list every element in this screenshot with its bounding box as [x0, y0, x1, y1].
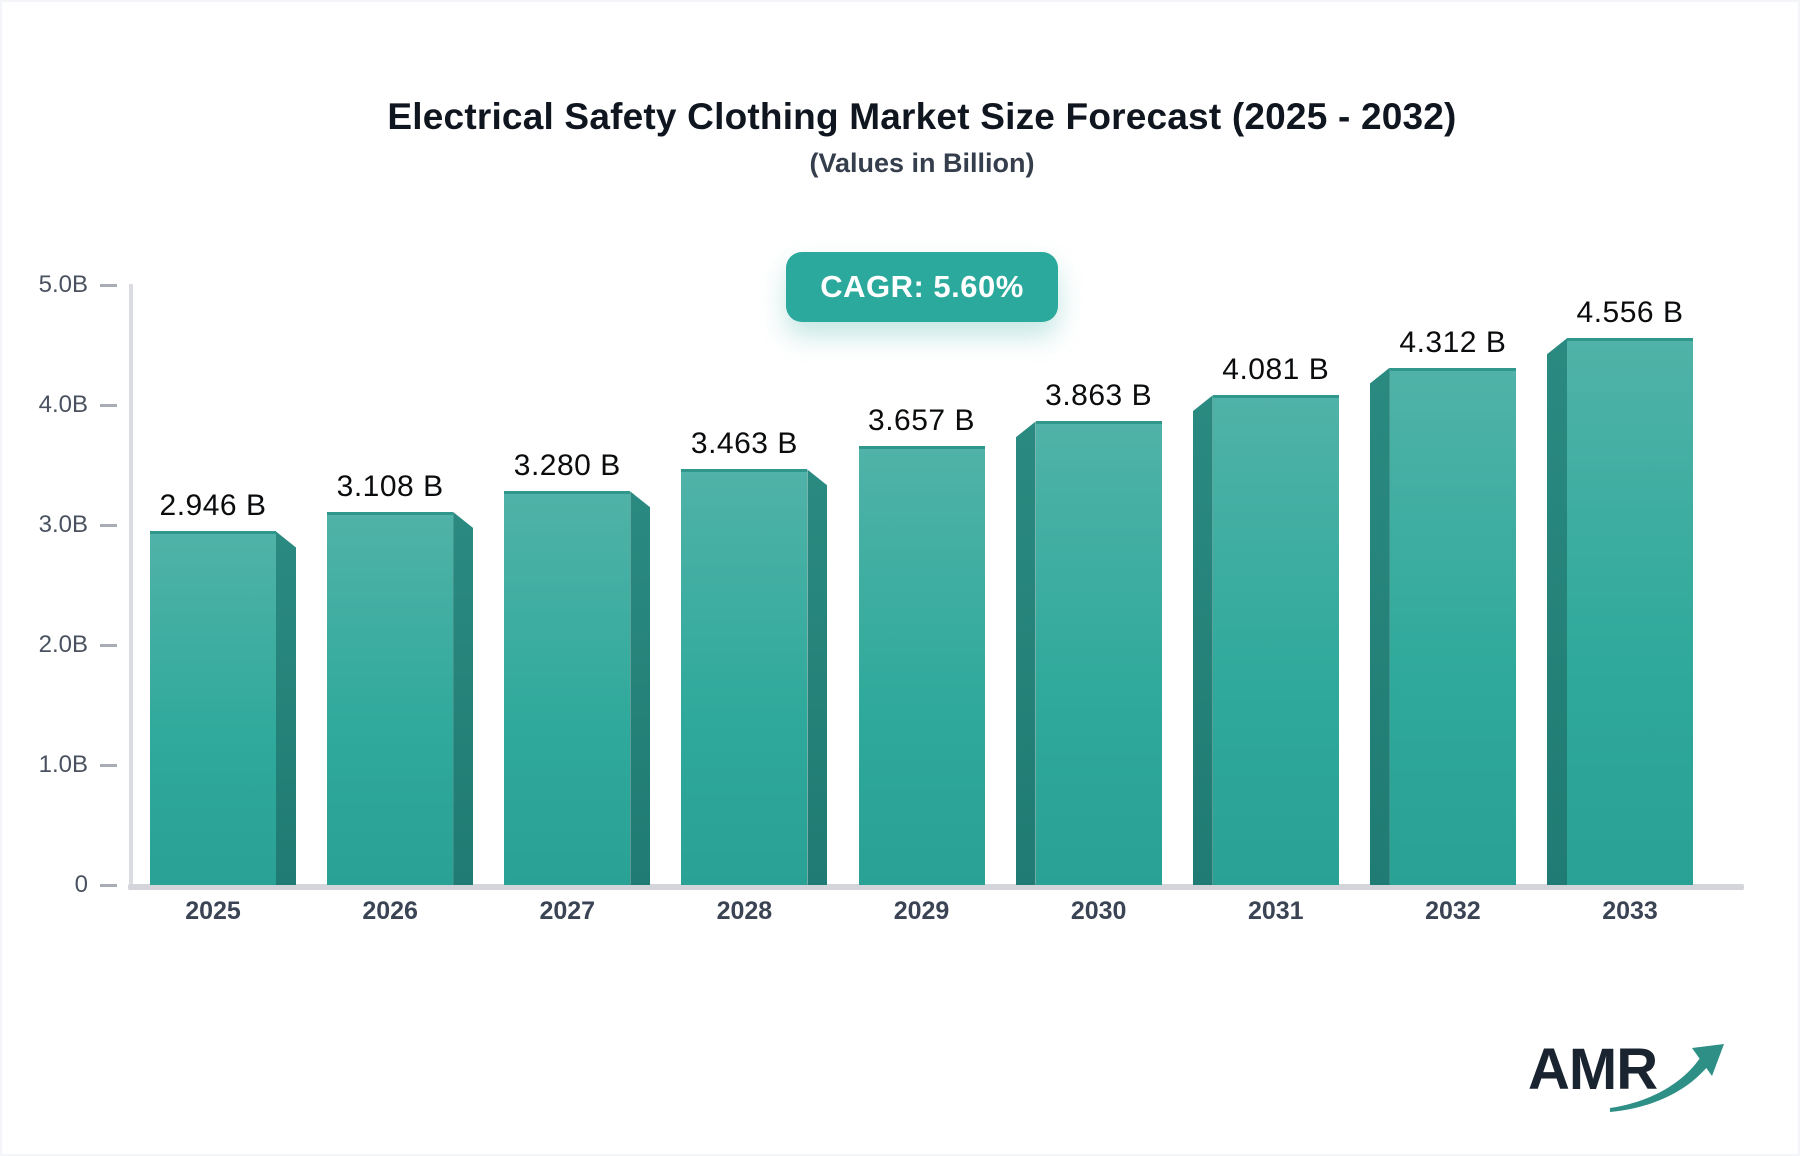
y-tick-label: 1.0B [38, 751, 88, 778]
bar [504, 491, 631, 885]
x-axis-baseline [128, 884, 1744, 890]
bar [327, 512, 454, 885]
bar-value-label: 4.081 B [1222, 353, 1330, 387]
x-tick-label: 2025 [185, 897, 241, 925]
x-tick-label: 2027 [539, 897, 596, 925]
bar [150, 531, 276, 885]
bar-value-label: 4.312 B [1399, 325, 1507, 359]
bar-value-label: 2.946 B [159, 489, 267, 523]
bar [1212, 395, 1339, 885]
bar [681, 469, 808, 885]
amr-logo: AMR [1528, 1036, 1728, 1122]
bar-value-label: 3.463 B [690, 427, 798, 461]
bar-side-face [630, 491, 651, 885]
amr-logo-text: AMR [1528, 1037, 1658, 1102]
y-tick-mark [100, 764, 117, 767]
x-tick-label: 2033 [1602, 897, 1658, 925]
chart-title: Electrical Safety Clothing Market Size F… [387, 96, 1457, 137]
bar [1567, 338, 1693, 885]
y-tick-label: 4.0B [38, 391, 88, 418]
logo-arrow-icon [1610, 1044, 1724, 1112]
bar [1389, 367, 1516, 885]
x-tick-label: 2030 [1070, 897, 1127, 925]
bar-value-label: 4.556 B [1576, 296, 1684, 330]
bar-value-label: 3.657 B [868, 404, 975, 438]
x-tick-label: 2032 [1425, 897, 1481, 925]
bar [858, 446, 985, 885]
y-tick-mark [100, 284, 117, 287]
bar-side-face [1192, 395, 1213, 885]
y-tick-label: 3.0B [38, 511, 88, 538]
bar-value-label: 3.108 B [336, 470, 444, 504]
y-tick-label: 5.0B [38, 271, 88, 298]
cagr-badge-label: CAGR: 5.60% [820, 269, 1024, 304]
y-axis-line [129, 284, 133, 888]
y-tick-mark [100, 884, 117, 887]
y-tick-label: 0 [74, 871, 88, 898]
y-tick-mark [100, 524, 117, 527]
bar-side-face [1015, 421, 1036, 885]
cagr-badge: CAGR: 5.60% [786, 252, 1058, 322]
bar-value-label: 3.863 B [1045, 379, 1153, 413]
y-tick-label: 2.0B [38, 631, 88, 658]
x-tick-label: 2028 [716, 897, 773, 925]
bar-side-face [1369, 367, 1390, 885]
bar-side-face [1547, 338, 1567, 885]
x-tick-label: 2026 [362, 897, 418, 925]
y-tick-mark [100, 644, 117, 647]
bar-value-label: 3.280 B [513, 449, 621, 483]
y-tick-mark [100, 404, 117, 407]
chart-subtitle: (Values in Billion) [809, 148, 1035, 178]
bar-side-face [453, 512, 474, 885]
bar [1035, 421, 1162, 885]
x-tick-label: 2031 [1247, 897, 1304, 925]
bar-side-face [276, 531, 296, 885]
x-tick-label: 2029 [893, 897, 950, 925]
bar-side-face [807, 469, 828, 885]
